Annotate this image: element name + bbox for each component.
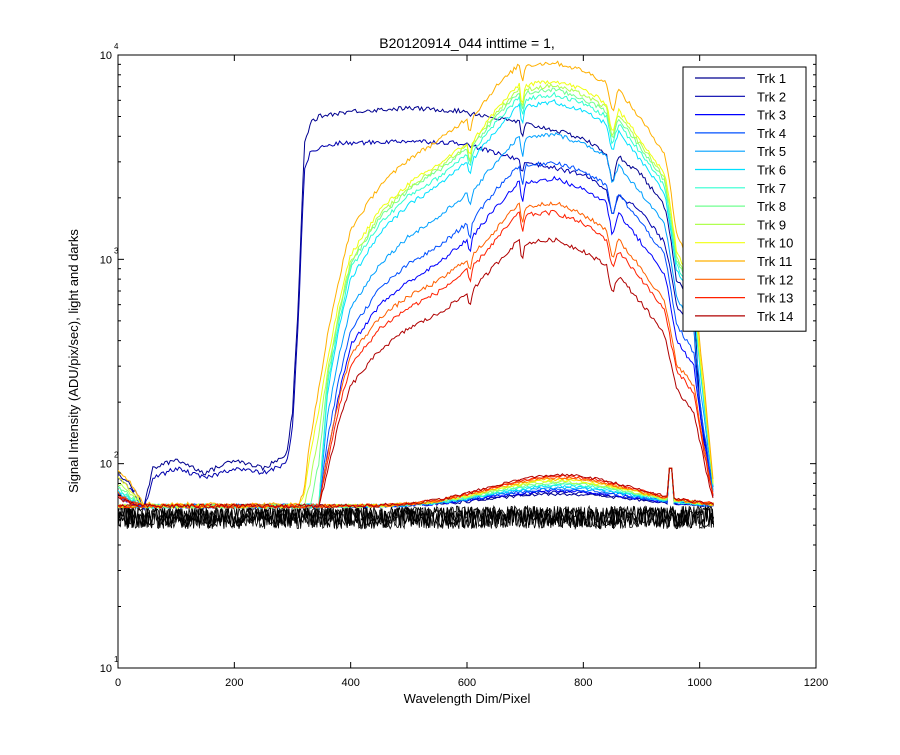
y-tick-label-exp: 2 <box>114 451 119 460</box>
x-tick-label: 1000 <box>687 677 711 689</box>
y-tick-label-base: 10 <box>100 254 112 266</box>
legend-label-4: Trk 4 <box>757 126 786 141</box>
x-tick-label: 600 <box>458 677 476 689</box>
legend: Trk 1 Trk 2 Trk 3 Trk 4 Trk 5 Trk 6 Trk 7 Trk 8… <box>682 66 807 332</box>
legend-label-5: Trk 5 <box>757 144 786 159</box>
legend-label-7: Trk 7 <box>757 181 786 196</box>
y-tick-label-base: 10 <box>100 663 112 675</box>
legend-label-1: Trk 1 <box>757 71 786 86</box>
x-axis-label: Wavelength Dim/Pixel <box>404 691 531 706</box>
legend-label-13: Trk 13 <box>757 291 793 306</box>
legend-box <box>682 66 807 332</box>
legend-label-10: Trk 10 <box>757 236 793 251</box>
x-tick-label: 400 <box>341 677 359 689</box>
legend-label-2: Trk 2 <box>757 89 786 104</box>
x-tick-label: 0 <box>115 677 121 689</box>
x-tick-label: 800 <box>574 677 592 689</box>
legend-label-12: Trk 12 <box>757 272 793 287</box>
x-tick-label: 200 <box>225 677 243 689</box>
y-tick-label-base: 10 <box>100 459 112 471</box>
darks-noise-line <box>118 504 714 530</box>
y-tick-label-exp: 3 <box>114 246 119 255</box>
chart-title: B20120914_044 inttime = 1, <box>379 35 555 51</box>
y-tick-label-exp: 4 <box>114 42 119 51</box>
y-tick-label-base: 10 <box>100 50 112 62</box>
series-line-14 <box>118 237 714 510</box>
legend-label-9: Trk 9 <box>757 217 786 232</box>
x-tick-label: 1200 <box>804 677 828 689</box>
series-line-13 <box>118 209 714 510</box>
legend-label-3: Trk 3 <box>757 108 786 123</box>
series-layer <box>118 60 714 531</box>
legend-label-6: Trk 6 <box>757 163 786 178</box>
y-tick-label-exp: 1 <box>114 655 119 664</box>
legend-label-11: Trk 11 <box>757 254 792 269</box>
legend-label-14: Trk 14 <box>757 309 793 324</box>
darks-noise-line <box>118 504 714 530</box>
legend-label-8: Trk 8 <box>757 199 786 214</box>
y-axis-label: Signal Intensity (ADU/pix/sec), light an… <box>66 229 81 493</box>
